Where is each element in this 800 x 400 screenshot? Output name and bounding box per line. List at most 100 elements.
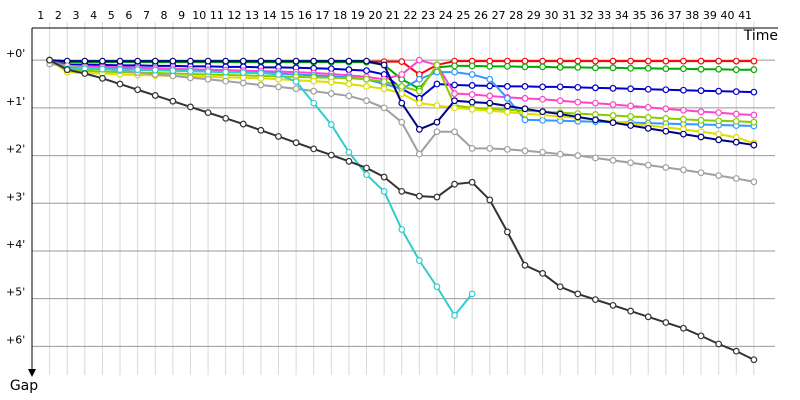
- data-point: [380, 61, 388, 69]
- data-point: [451, 311, 458, 319]
- data-point: [680, 324, 687, 332]
- data-point: [627, 85, 635, 93]
- data-point: [433, 102, 441, 109]
- data-point: [521, 82, 529, 90]
- x-tick-label: 36: [650, 9, 664, 22]
- data-point: [662, 105, 670, 113]
- data-point: [539, 57, 546, 65]
- data-point: [750, 66, 758, 74]
- data-point: [574, 63, 582, 71]
- x-tick-label: 3: [73, 9, 80, 22]
- data-point: [468, 62, 476, 70]
- data-point: [415, 87, 423, 95]
- data-point: [99, 65, 106, 73]
- data-point: [451, 81, 458, 89]
- data-point: [204, 68, 212, 76]
- data-point: [257, 57, 265, 65]
- x-tick-label: 4: [90, 9, 97, 22]
- x-tick-label: 19: [351, 9, 365, 22]
- data-point: [609, 156, 617, 164]
- data-point: [574, 98, 582, 106]
- x-tick-label: 20: [368, 9, 382, 22]
- x-tick-label: 23: [421, 9, 435, 22]
- data-point: [644, 57, 652, 65]
- data-point: [151, 92, 159, 99]
- data-point: [345, 57, 353, 65]
- data-point: [415, 56, 423, 64]
- data-point: [644, 124, 652, 132]
- y-tick-label: +6': [6, 333, 25, 346]
- data-point: [239, 57, 247, 65]
- data-point: [275, 133, 282, 140]
- y-tick-label: +5': [6, 286, 25, 299]
- x-tick-label: 6: [125, 9, 132, 22]
- data-point: [574, 290, 582, 298]
- data-point: [222, 77, 230, 85]
- data-point: [257, 126, 265, 134]
- data-point: [697, 57, 705, 65]
- data-point: [592, 116, 599, 124]
- data-point: [750, 111, 758, 119]
- data-point: [468, 91, 476, 98]
- data-point: [627, 113, 635, 120]
- x-tick-label: 18: [333, 9, 347, 22]
- data-point: [715, 130, 723, 138]
- data-point: [644, 161, 652, 169]
- data-point: [715, 117, 723, 125]
- data-point: [380, 173, 388, 181]
- x-tick-label: 32: [580, 9, 594, 22]
- data-point: [644, 114, 652, 121]
- data-point: [363, 75, 370, 83]
- data-point: [732, 117, 740, 125]
- data-point: [697, 332, 705, 340]
- data-point: [486, 75, 494, 83]
- y-tick-label: +1': [6, 95, 25, 108]
- data-point: [345, 157, 353, 165]
- data-point: [574, 113, 582, 121]
- x-tick-label: 31: [562, 9, 576, 22]
- x-tick-label: 38: [685, 9, 699, 22]
- data-point: [433, 193, 441, 201]
- data-point: [627, 122, 635, 129]
- data-point: [539, 108, 546, 116]
- data-point: [187, 57, 194, 65]
- data-point: [398, 58, 406, 65]
- data-point: [327, 90, 335, 97]
- data-point: [539, 148, 546, 156]
- data-point: [134, 57, 142, 65]
- data-point: [99, 74, 106, 82]
- x-tick-label: 5: [108, 9, 115, 22]
- data-point: [363, 164, 370, 172]
- data-point: [169, 67, 177, 75]
- data-point: [468, 98, 476, 106]
- data-point: [556, 150, 564, 158]
- data-point: [592, 99, 599, 107]
- data-point: [468, 71, 476, 78]
- x-tick-label: 9: [178, 9, 185, 22]
- data-point: [662, 57, 670, 65]
- data-point: [151, 57, 159, 65]
- data-point: [486, 145, 494, 152]
- data-point: [680, 86, 687, 94]
- data-point: [398, 226, 406, 233]
- data-point: [644, 313, 652, 321]
- data-point: [662, 164, 670, 171]
- data-point: [134, 86, 142, 94]
- data-point: [398, 99, 406, 107]
- data-point: [222, 68, 230, 76]
- data-point: [310, 77, 318, 85]
- data-point: [363, 57, 370, 65]
- x-tick-label: 13: [245, 9, 259, 22]
- data-point: [697, 87, 705, 95]
- x-tick-label: 30: [544, 9, 558, 22]
- data-point: [292, 139, 300, 147]
- data-point: [151, 66, 159, 74]
- data-point: [486, 92, 494, 100]
- data-point: [715, 172, 723, 180]
- x-tick-label: 40: [720, 9, 734, 22]
- data-point: [697, 116, 705, 124]
- x-tick-label: 26: [474, 9, 488, 22]
- data-point: [380, 85, 388, 93]
- data-point: [345, 80, 353, 88]
- data-point: [169, 97, 177, 105]
